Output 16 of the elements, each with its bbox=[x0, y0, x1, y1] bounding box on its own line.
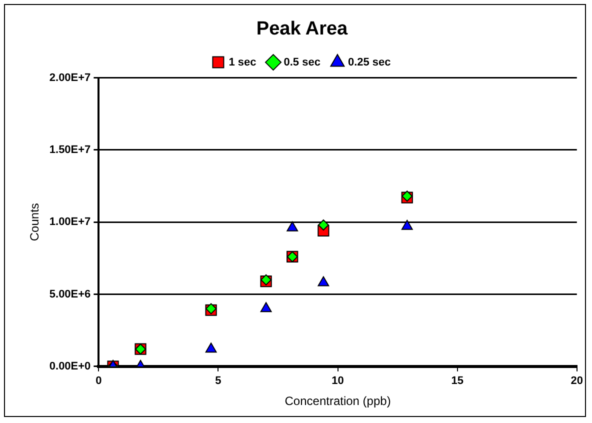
legend-label: 0.25 sec bbox=[348, 56, 391, 68]
x-tick-label: 0 bbox=[96, 375, 102, 388]
y-tick-label: 1.50E+7 bbox=[49, 144, 91, 156]
y-tick-label: 5.00E+6 bbox=[49, 288, 91, 300]
x-tick-label: 10 bbox=[332, 375, 344, 388]
legend-label: 1 sec bbox=[228, 56, 256, 68]
y-tick-label: 0.00E+0 bbox=[49, 360, 91, 372]
y-axis-title: Counts bbox=[28, 203, 42, 242]
x-tick-label: 15 bbox=[451, 375, 464, 388]
y-tick-label: 2.00E+7 bbox=[49, 72, 91, 84]
x-tick-label: 20 bbox=[570, 375, 584, 388]
x-tick-label: 5 bbox=[215, 375, 222, 388]
y-tick-label: 1.00E+7 bbox=[49, 216, 91, 228]
chart-title: Peak Area bbox=[256, 18, 348, 40]
legend-label: 0.5 sec bbox=[284, 56, 320, 68]
x-axis-title: Concentration (ppb) bbox=[284, 394, 391, 408]
